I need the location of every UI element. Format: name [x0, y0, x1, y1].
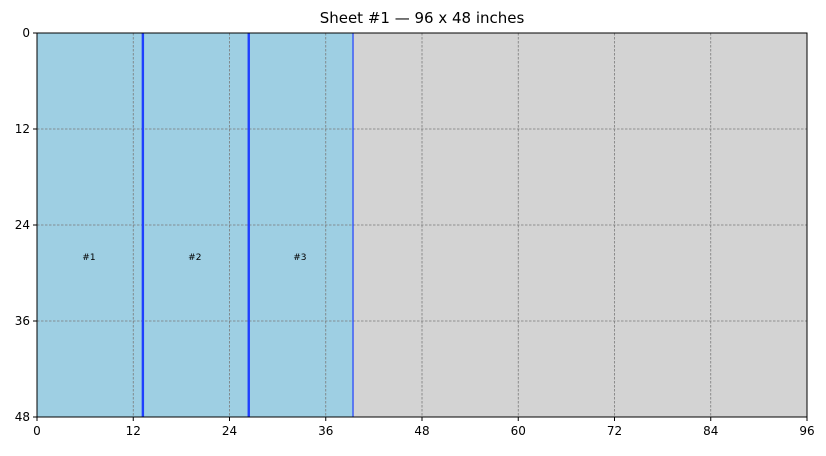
piece-label-1: #1: [82, 253, 95, 263]
x-tick-label: 84: [703, 424, 718, 438]
x-tick-label: 96: [799, 424, 814, 438]
piece-label-2: #2: [188, 253, 201, 263]
plot-area: #1 #2 #3 0 12 24 36 48 60 72 84 96 0 12 24 36 48: [15, 26, 815, 438]
y-tick-label: 12: [15, 122, 30, 136]
x-tick-label: 12: [126, 424, 141, 438]
piece-label-3: #3: [293, 253, 306, 263]
y-tick-label: 36: [15, 314, 30, 328]
x-tick-label: 48: [414, 424, 429, 438]
chart-title: Sheet #1 — 96 x 48 inches: [320, 9, 525, 27]
y-tick-label: 48: [15, 410, 30, 424]
x-tick-label: 72: [607, 424, 622, 438]
x-tick-label: 0: [33, 424, 41, 438]
y-tick-label: 0: [22, 26, 30, 40]
y-tick-label: 24: [15, 218, 30, 232]
x-tick-label: 60: [511, 424, 526, 438]
x-tick-label: 36: [318, 424, 333, 438]
x-tick-label: 24: [222, 424, 237, 438]
